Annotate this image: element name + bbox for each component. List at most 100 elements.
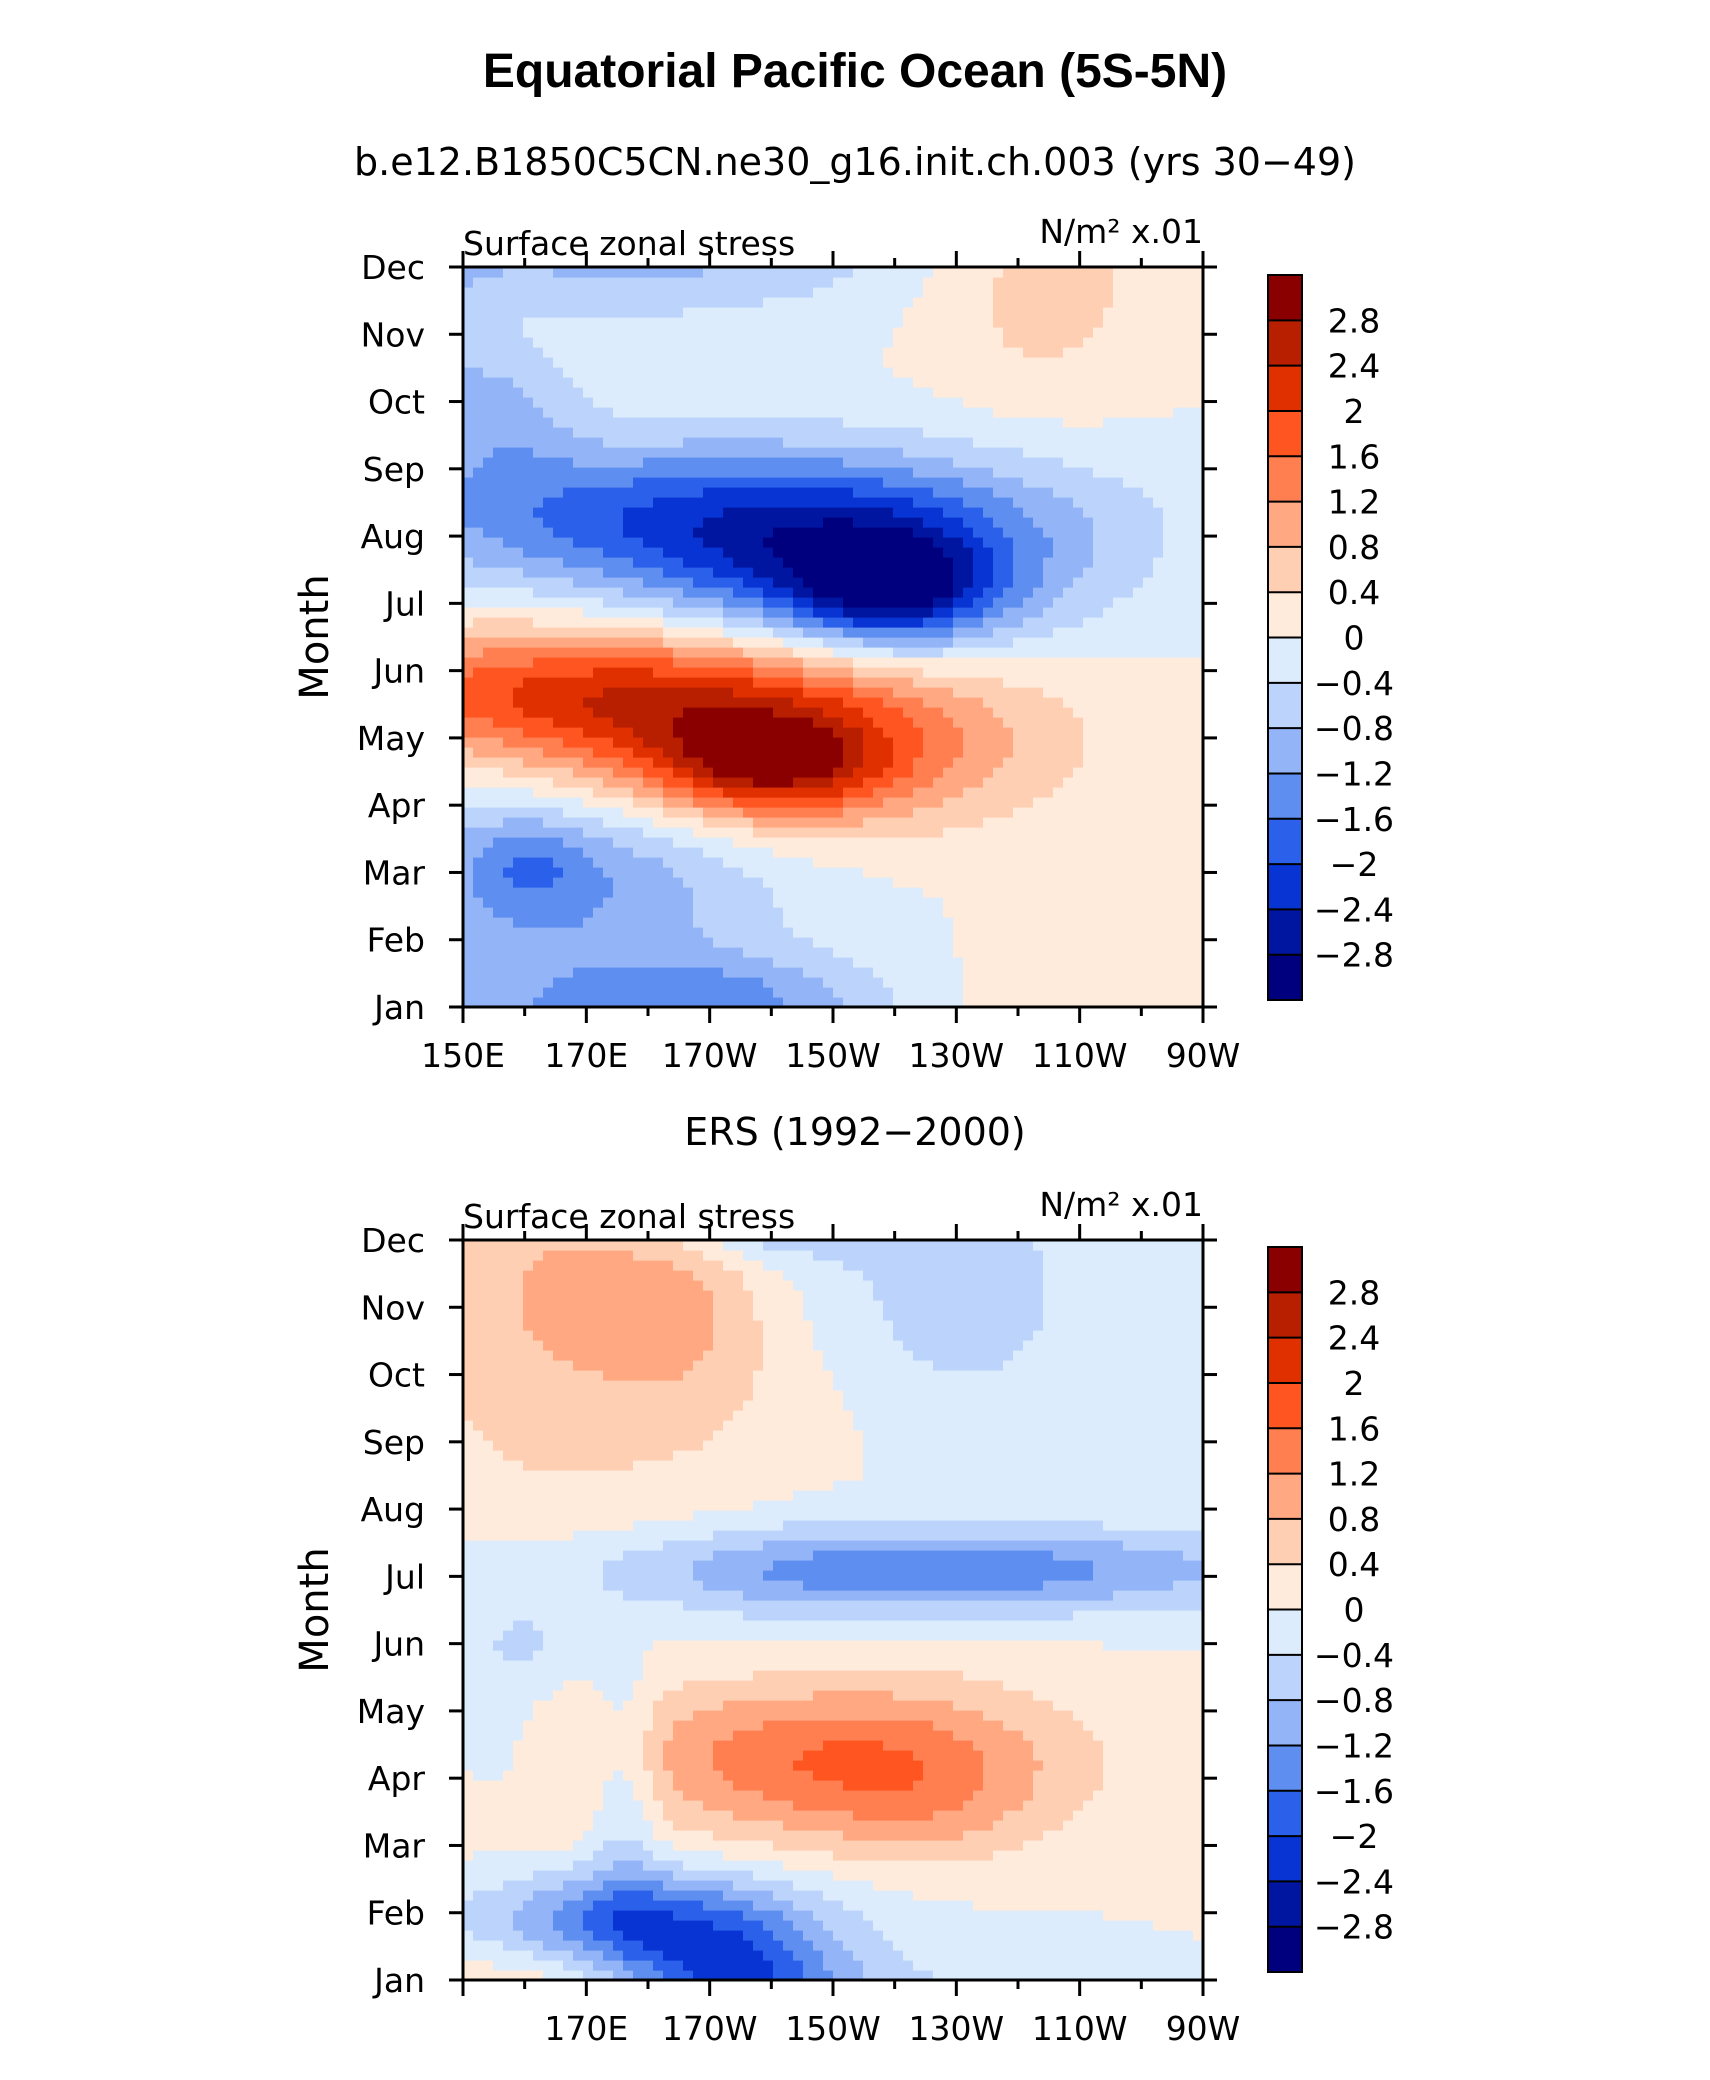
- field-cell: [1013, 507, 1024, 518]
- field-cell: [883, 637, 894, 648]
- field-cell: [623, 657, 634, 668]
- field-cell: [573, 607, 584, 618]
- field-cell: [733, 877, 744, 888]
- field-cell: [883, 737, 894, 748]
- field-cell: [913, 817, 924, 828]
- field-cell: [683, 697, 694, 708]
- field-cell: [603, 907, 614, 918]
- field-cell: [993, 567, 1004, 578]
- field-cell: [903, 297, 914, 308]
- field-cell: [843, 477, 854, 488]
- field-cell: [893, 617, 904, 628]
- field-cell: [513, 927, 524, 938]
- field-cell: [573, 707, 584, 718]
- field-cell: [973, 677, 984, 688]
- field-cell: [1073, 427, 1084, 438]
- field-cell: [553, 807, 564, 818]
- field-cell: [1013, 997, 1024, 1007]
- field-cell: [833, 547, 844, 558]
- field-cell: [603, 657, 614, 668]
- field-cell: [723, 507, 734, 518]
- field-cell: [743, 747, 754, 758]
- field-cell: [633, 907, 644, 918]
- field-cell: [713, 537, 724, 548]
- field-cell: [1113, 487, 1124, 498]
- field-cell: [823, 507, 834, 518]
- field-cell: [723, 557, 734, 568]
- field-cell: [863, 927, 874, 938]
- field-cell: [513, 907, 524, 918]
- field-cell: [523, 757, 534, 768]
- field-cell: [843, 377, 854, 388]
- field-cell: [943, 437, 954, 448]
- field-cell: [533, 467, 544, 478]
- field-cell: [683, 627, 694, 638]
- field-cell: [1063, 877, 1074, 888]
- field-cell: [963, 317, 974, 328]
- field-cell: [923, 347, 934, 358]
- field-cell: [813, 277, 824, 288]
- field-cell: [623, 697, 634, 708]
- field-cell: [933, 457, 944, 468]
- field-cell: [613, 757, 624, 768]
- field-cell: [923, 797, 934, 808]
- field-cell: [673, 587, 684, 598]
- field-cell: [503, 307, 514, 318]
- field-cell: [713, 487, 724, 498]
- field-cell: [613, 977, 624, 988]
- field-cell: [973, 547, 984, 558]
- field-cell: [773, 907, 784, 918]
- field-cell: [923, 417, 934, 428]
- field-cell: [953, 417, 964, 428]
- field-cell: [683, 727, 694, 738]
- field-cell: [463, 837, 474, 848]
- field-cell: [493, 807, 504, 818]
- field-cell: [1033, 397, 1044, 408]
- field-cell: [723, 867, 734, 878]
- field-cell: [1013, 627, 1024, 638]
- field-cell: [463, 487, 474, 498]
- field-cell: [733, 447, 744, 458]
- field-cell: [833, 437, 844, 448]
- field-cell: [593, 377, 604, 388]
- field-cell: [803, 947, 814, 958]
- field-cell: [1093, 297, 1104, 308]
- field-cell: [563, 637, 574, 648]
- field-cell: [833, 577, 844, 588]
- field-cell: [923, 627, 934, 638]
- field-cell: [573, 407, 584, 418]
- field-cell: [623, 767, 634, 778]
- field-cell: [1013, 717, 1024, 728]
- field-cell: [1103, 797, 1114, 808]
- field-cell: [743, 627, 754, 638]
- field-cell: [633, 657, 644, 668]
- field-cell: [1003, 637, 1014, 648]
- field-cell: [853, 287, 864, 298]
- field-cell: [703, 577, 714, 588]
- field-cell: [823, 887, 834, 898]
- field-cell: [843, 437, 854, 448]
- field-cell: [813, 937, 824, 948]
- field-cell: [1133, 937, 1144, 948]
- field-cell: [923, 377, 934, 388]
- field-cell: [813, 517, 824, 528]
- field-cell: [1023, 597, 1034, 608]
- field-cell: [1083, 417, 1094, 428]
- field-cell: [643, 817, 654, 828]
- field-cell: [533, 267, 544, 278]
- field-cell: [793, 487, 804, 498]
- field-cell: [983, 407, 994, 418]
- field-cell: [803, 407, 814, 418]
- field-cell: [573, 437, 584, 448]
- field-cell: [713, 327, 724, 338]
- field-cell: [863, 987, 874, 998]
- field-cell: [973, 937, 984, 948]
- field-cell: [753, 357, 764, 368]
- field-cell: [603, 307, 614, 318]
- field-cell: [693, 547, 704, 558]
- field-cell: [493, 477, 504, 488]
- field-cell: [643, 607, 654, 618]
- field-cell: [633, 307, 644, 318]
- field-cell: [1103, 747, 1114, 758]
- field-cell: [763, 547, 774, 558]
